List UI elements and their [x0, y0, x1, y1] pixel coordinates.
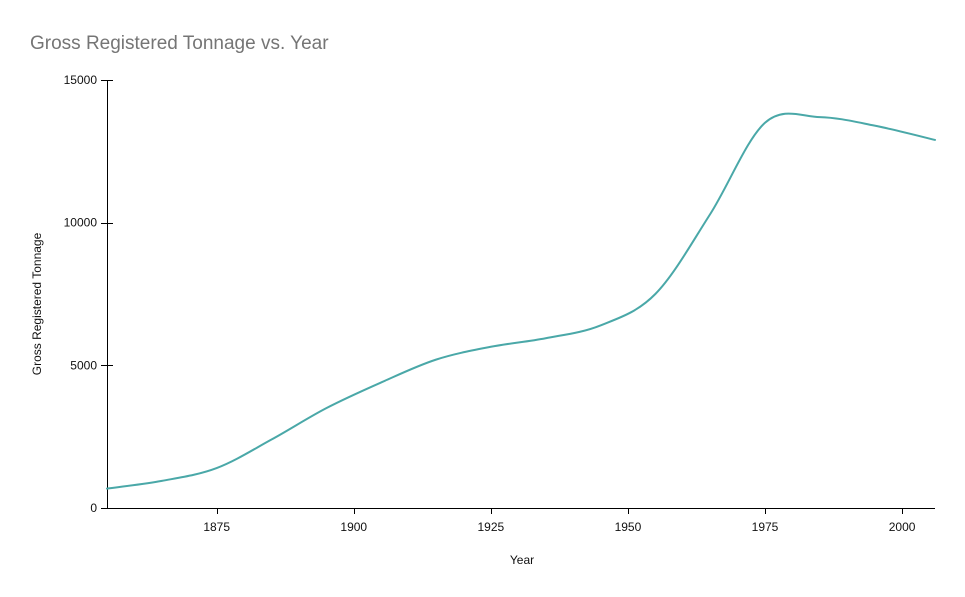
series-line-gross-registered-tonnage — [106, 112, 936, 490]
x-axis-label: Year — [510, 553, 534, 567]
x-tick-label-1950: 1950 — [615, 520, 642, 534]
x-tick-label-2000: 2000 — [889, 520, 916, 534]
x-tick-label-1900: 1900 — [340, 520, 367, 534]
x-tick-label-1875: 1875 — [203, 520, 230, 534]
y-tick-label-10000: 10000 — [64, 216, 98, 230]
x-tick-label-1925: 1925 — [477, 520, 504, 534]
y-tick-label-15000: 15000 — [64, 73, 98, 87]
y-axis: 0 5000 10000 15000 — [64, 73, 113, 515]
x-axis: 1875 1900 1925 1950 1975 2000 — [107, 508, 935, 534]
y-tick-label-0: 0 — [90, 501, 97, 515]
y-axis-label: Gross Registered Tonnage — [30, 232, 44, 375]
x-tick-label-1975: 1975 — [752, 520, 779, 534]
y-tick-label-5000: 5000 — [70, 358, 97, 372]
chart-title: Gross Registered Tonnage vs. Year — [30, 33, 329, 54]
